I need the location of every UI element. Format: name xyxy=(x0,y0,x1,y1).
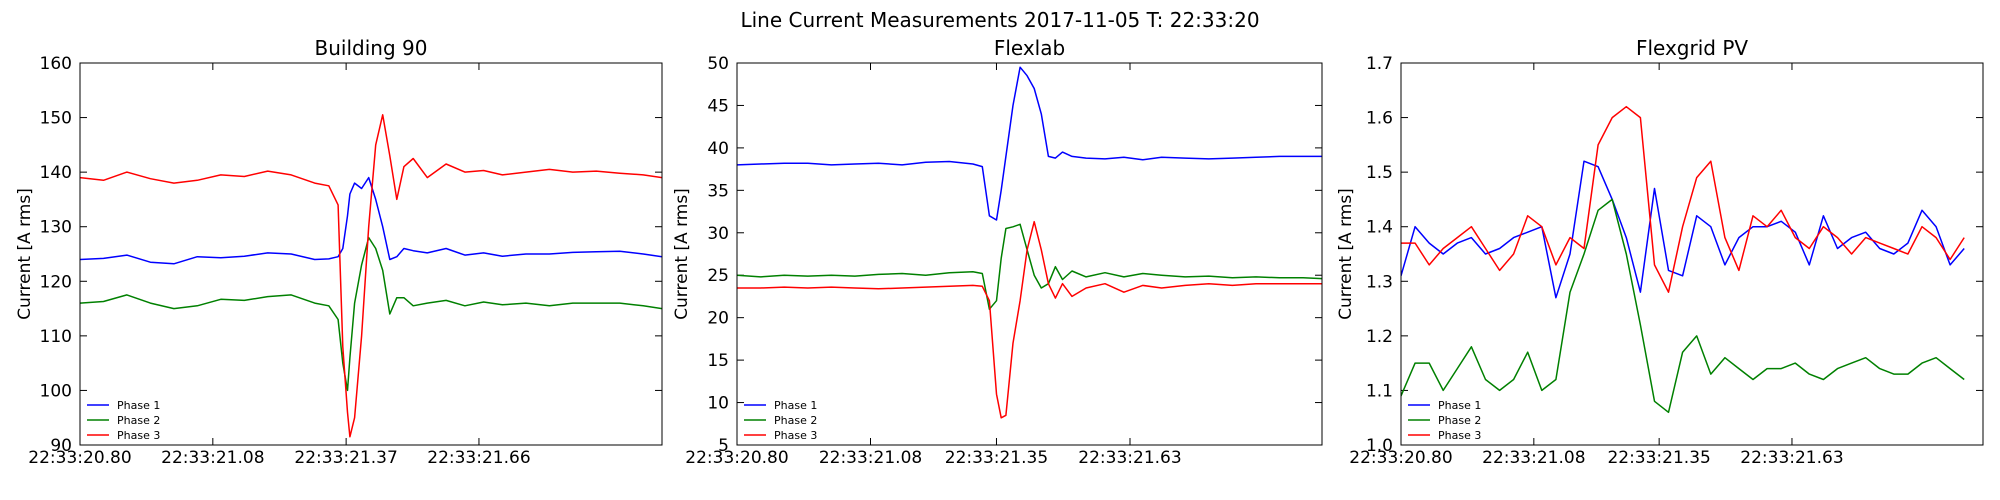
y-tick-label: 140 xyxy=(40,163,72,183)
plot-frame xyxy=(79,62,663,446)
y-tick-label: 45 xyxy=(707,96,729,116)
y-tick-label: 25 xyxy=(707,266,729,286)
legend-label-phase-2: Phase 2 xyxy=(774,414,817,427)
y-tick-label: 1.2 xyxy=(1366,327,1393,347)
figure-title: Line Current Measurements 2017-11-05 T: … xyxy=(740,8,1259,32)
y-tick-label: 1.5 xyxy=(1366,163,1393,183)
y-axis-label: Current [A rms] xyxy=(1336,188,1356,320)
x-tick-label: 22:33:21.08 xyxy=(819,448,922,468)
y-axis-label: Current [A rms] xyxy=(15,188,35,320)
y-axis-label: Current [A rms] xyxy=(672,188,692,320)
x-tick-label: 22:33:21.35 xyxy=(945,448,1048,468)
x-tick-label: 22:33:21.35 xyxy=(1607,448,1710,468)
y-tick-label: 50 xyxy=(707,54,729,74)
legend: Phase 1 Phase 2 Phase 3 xyxy=(87,399,160,442)
legend-label-phase-3: Phase 3 xyxy=(774,429,817,442)
series-line-phase-3 xyxy=(737,220,1322,419)
y-tick-label: 1.6 xyxy=(1366,109,1393,129)
x-tick-label: 22:33:21.08 xyxy=(1482,448,1585,468)
legend-label-phase-2: Phase 2 xyxy=(1438,414,1481,427)
series-line-phase-3 xyxy=(1401,105,1965,293)
series-line-phase-1 xyxy=(737,66,1322,221)
panel-title: Flexgrid PV xyxy=(1636,36,1748,60)
chart-panels: Building 90 Current [A rms] 90 100 110 120 130… xyxy=(15,36,1984,468)
legend-label-phase-3: Phase 3 xyxy=(1438,429,1481,442)
y-tick-label: 35 xyxy=(707,181,729,201)
legend-label-phase-1: Phase 1 xyxy=(117,399,160,412)
y-tick-label: 120 xyxy=(40,272,72,292)
series-line-phase-3 xyxy=(80,114,662,438)
y-tick-label: 110 xyxy=(40,327,72,347)
y-tick-label: 160 xyxy=(40,54,72,74)
y-tick-label: 150 xyxy=(40,109,72,129)
plot-frame xyxy=(736,62,1323,446)
y-tick-label: 130 xyxy=(40,218,72,238)
legend-label-phase-2: Phase 2 xyxy=(117,414,160,427)
y-tick-label: 10 xyxy=(707,394,729,414)
x-tick-label: 22:33:21.63 xyxy=(1078,448,1181,468)
x-tick-label: 22:33:20.80 xyxy=(685,448,788,468)
x-tick-label: 22:33:21.63 xyxy=(1740,448,1843,468)
y-tick-label: 1.0 xyxy=(1366,436,1393,456)
panel-title: Flexlab xyxy=(994,36,1065,60)
legend: Phase 1 Phase 2 Phase 3 xyxy=(744,399,817,442)
legend: Phase 1 Phase 2 Phase 3 xyxy=(1408,399,1481,442)
x-tick-label: 22:33:20.80 xyxy=(1349,448,1452,468)
y-tick-label: 1.4 xyxy=(1366,218,1393,238)
legend-label-phase-1: Phase 1 xyxy=(1438,399,1481,412)
plot-frame xyxy=(1400,62,1984,446)
y-tick-label: 40 xyxy=(707,139,729,159)
y-tick-label: 1.3 xyxy=(1366,272,1393,292)
y-tick-label: 100 xyxy=(40,381,72,401)
series-line-phase-1 xyxy=(1401,160,1965,299)
y-tick-label: 1.1 xyxy=(1366,381,1393,401)
legend-label-phase-3: Phase 3 xyxy=(117,429,160,442)
y-tick-label: 15 xyxy=(707,351,729,371)
legend-label-phase-1: Phase 1 xyxy=(774,399,817,412)
x-tick-label: 22:33:21.08 xyxy=(161,448,264,468)
y-tick-label: 20 xyxy=(707,309,729,329)
x-tick-label: 22:33:20.80 xyxy=(28,448,131,468)
series-line-phase-2 xyxy=(1401,198,1965,414)
y-tick-label: 5 xyxy=(718,436,729,456)
chart-panel-flexlab: Flexlab Current [A rms] 5 10 15 20 25 30 35 40 45 5… xyxy=(672,36,1323,468)
panel-title: Building 90 xyxy=(315,36,428,60)
x-tick-label: 22:33:21.66 xyxy=(427,448,530,468)
chart-panel-flexgrid-pv: Flexgrid PV Current [A rms] 1.0 1.1 1.2 1.3 1.… xyxy=(1336,36,1984,468)
x-tick-label: 22:33:21.37 xyxy=(294,448,397,468)
series-line-phase-1 xyxy=(80,176,662,265)
y-tick-label: 90 xyxy=(50,436,72,456)
y-tick-label: 30 xyxy=(707,224,729,244)
chart-panel-building-90: Building 90 Current [A rms] 90 100 110 120 130… xyxy=(15,36,663,468)
y-tick-label: 1.7 xyxy=(1366,54,1393,74)
